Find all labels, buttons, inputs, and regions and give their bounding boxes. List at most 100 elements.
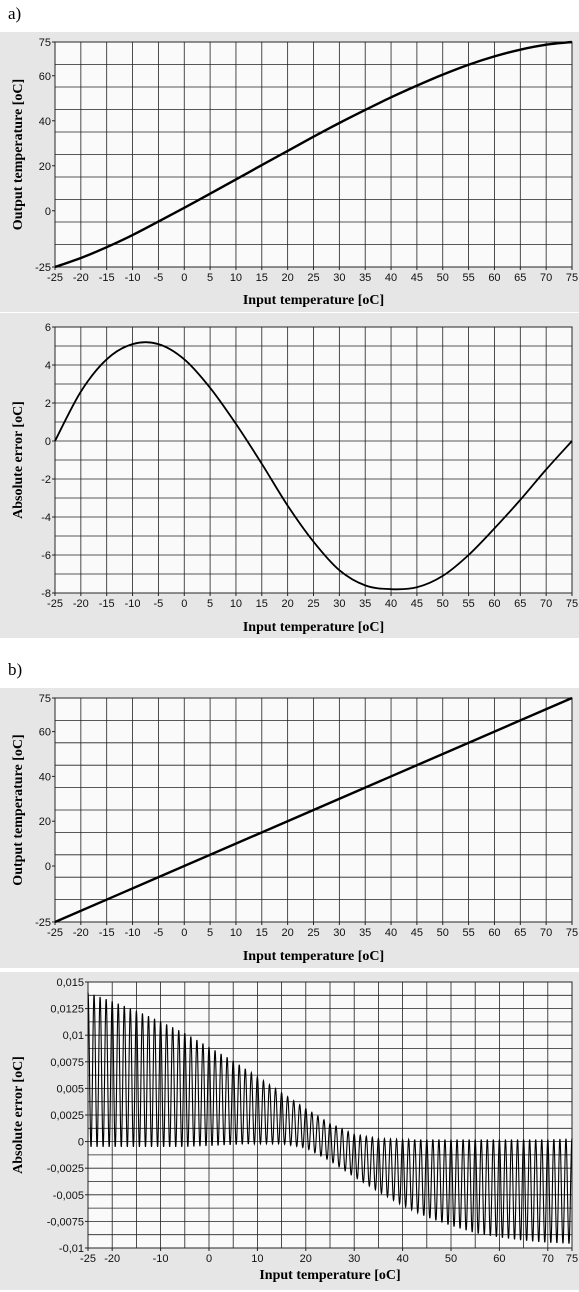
y-tick-label: -2 — [41, 474, 51, 486]
x-tick-label: -5 — [154, 927, 164, 939]
y-tick-label: 0,015 — [56, 977, 84, 989]
y-tick-label: 0 — [45, 861, 51, 873]
x-tick-label: 55 — [462, 927, 474, 939]
x-tick-label: -25 — [47, 598, 63, 610]
x-tick-label: -20 — [73, 598, 89, 610]
x-tick-label: 0 — [181, 598, 187, 610]
x-tick-label: 25 — [307, 598, 319, 610]
y-axis-title: Absolute error [oC] — [11, 1056, 26, 1174]
x-tick-label: 20 — [300, 1253, 312, 1265]
x-axis-title: Input temperature [oC] — [243, 949, 384, 964]
y-tick-label: 0,0075 — [50, 1057, 84, 1069]
x-tick-label: 60 — [493, 1253, 505, 1265]
x-tick-label: 10 — [230, 927, 242, 939]
series-line — [54, 40, 573, 269]
y-axis-title: Absolute error [oC] — [11, 401, 26, 519]
x-tick-label: -20 — [104, 1253, 120, 1265]
x-tick-label: 45 — [411, 598, 423, 610]
y-tick-label: -0,0075 — [47, 1216, 84, 1228]
x-tick-label: 65 — [514, 927, 526, 939]
y-tick-label: 0,0125 — [50, 1004, 84, 1016]
x-tick-label: 15 — [256, 272, 268, 284]
x-tick-label: 0 — [206, 1253, 212, 1265]
y-tick-label: 0,0025 — [50, 1110, 84, 1122]
y-tick-label: -25 — [35, 262, 51, 274]
x-tick-label: 30 — [333, 598, 345, 610]
x-tick-label: 20 — [282, 272, 294, 284]
y-tick-label: 4 — [45, 360, 51, 372]
x-tick-label: 50 — [437, 927, 449, 939]
x-axis-title: Input temperature [oC] — [243, 293, 384, 308]
x-tick-label: 40 — [396, 1253, 408, 1265]
y-axis-title: Output temperature [oC] — [11, 734, 26, 885]
output-temperature-chart-a: -25 -20 -15 -10 -5 0 5 10 15 20 25 30 35 40 45 50 55 60 65… — [0, 32, 579, 312]
x-tick-label: 40 — [385, 927, 397, 939]
absolute-error-chart-a: -25 -20 -15 -10 -5 0 5 10 15 20 25 30 35 40 45 50 55 60 65… — [0, 313, 579, 638]
x-tick-label: -15 — [99, 272, 115, 284]
output-temperature-chart-b: -25 -20 -15 -10 -5 0 5 10 15 20 25 30 35 40 45 50 55 60 65… — [0, 688, 579, 968]
x-tick-label: 75 — [566, 1253, 578, 1265]
x-tick-label: 30 — [333, 927, 345, 939]
y-tick-label: -0,01 — [59, 1243, 84, 1255]
x-tick-label: 60 — [488, 272, 500, 284]
y-tick-label: -0,0025 — [47, 1163, 84, 1175]
x-tick-label: 70 — [540, 272, 552, 284]
x-tick-label: -20 — [73, 272, 89, 284]
x-tick-label: 5 — [207, 272, 213, 284]
x-tick-label: 15 — [256, 598, 268, 610]
x-tick-label: 30 — [348, 1253, 360, 1265]
y-tick-label: -4 — [41, 512, 51, 524]
x-tick-label: -25 — [47, 272, 63, 284]
x-tick-label: 35 — [359, 598, 371, 610]
x-tick-label: -10 — [125, 598, 141, 610]
y-tick-label: -0,005 — [53, 1190, 84, 1202]
x-tick-label: 5 — [207, 598, 213, 610]
x-tick-label: 50 — [445, 1253, 457, 1265]
x-tick-label: 75 — [566, 272, 578, 284]
y-tick-label: 40 — [39, 116, 51, 128]
x-axis-title: Input temperature [oC] — [259, 1268, 400, 1283]
x-tick-label: -15 — [99, 927, 115, 939]
y-tick-label: 0 — [45, 206, 51, 218]
y-tick-label: 60 — [39, 71, 51, 83]
x-tick-label: 55 — [462, 272, 474, 284]
x-tick-label: 50 — [437, 272, 449, 284]
x-tick-label: 65 — [514, 272, 526, 284]
y-tick-label: 0 — [78, 1137, 84, 1149]
x-tick-label: 70 — [542, 1253, 554, 1265]
x-tick-label: -25 — [80, 1253, 96, 1265]
x-tick-label: -25 — [47, 927, 63, 939]
x-tick-label: 75 — [566, 598, 578, 610]
panel-label-a: a) — [8, 4, 22, 23]
x-tick-label: 50 — [437, 598, 449, 610]
x-tick-label: 0 — [181, 927, 187, 939]
y-tick-label: 75 — [39, 37, 51, 49]
x-tick-label: 40 — [385, 272, 397, 284]
x-tick-label: 45 — [411, 272, 423, 284]
x-tick-label: -10 — [125, 927, 141, 939]
y-tick-label: 0,005 — [56, 1083, 84, 1095]
x-tick-label: -10 — [125, 272, 141, 284]
x-tick-label: -20 — [73, 927, 89, 939]
series-line — [54, 341, 573, 591]
y-tick-label: 20 — [39, 816, 51, 828]
series-line — [54, 696, 573, 924]
x-tick-label: 60 — [488, 598, 500, 610]
x-tick-label: 60 — [488, 927, 500, 939]
x-tick-label: -5 — [154, 598, 164, 610]
x-tick-label: -10 — [153, 1253, 169, 1265]
x-tick-label: 45 — [411, 927, 423, 939]
y-tick-label: 40 — [39, 771, 51, 783]
y-tick-label: -8 — [41, 588, 51, 600]
x-tick-label: 30 — [333, 272, 345, 284]
x-tick-label: -5 — [154, 272, 164, 284]
x-tick-label: 55 — [462, 598, 474, 610]
x-tick-label: 70 — [540, 927, 552, 939]
x-tick-label: 65 — [514, 598, 526, 610]
x-axis-title: Input temperature [oC] — [243, 620, 384, 635]
y-tick-label: 20 — [39, 161, 51, 173]
x-tick-label: 20 — [282, 598, 294, 610]
panel-label-b: b) — [8, 660, 23, 679]
y-tick-label: 0,01 — [63, 1030, 84, 1042]
y-tick-label: -25 — [35, 917, 51, 929]
